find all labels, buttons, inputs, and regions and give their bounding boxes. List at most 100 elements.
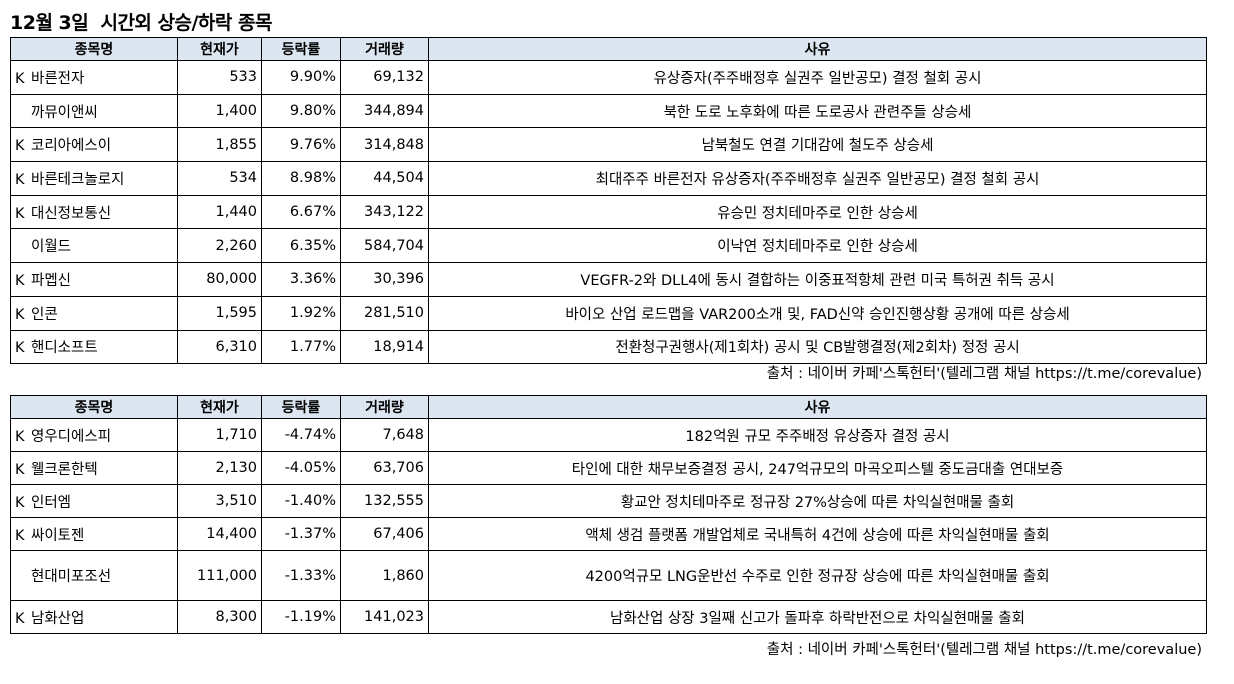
reason-cell: 남화산업 상장 3일째 신고가 돌파후 하락반전으로 차익실현매물 출회 (428, 600, 1207, 634)
stock-name: 남화산업 (31, 610, 85, 627)
header-price: 현재가 (177, 395, 262, 419)
market-mark: K (15, 428, 25, 445)
change-cell: -4.05% (261, 451, 341, 485)
header-reason: 사유 (428, 37, 1207, 61)
change-cell: 6.67% (261, 194, 341, 230)
price-cell: 1,400 (177, 93, 262, 129)
table-row: 까뮤이앤씨 1,400 9.80% 344,894 북한 도로 노후화에 따른 도로공사… (10, 93, 1207, 129)
stock-name-cell: K 인터엠 (10, 484, 178, 518)
market-mark: K (15, 494, 25, 511)
stock-name-cell: K 핸디소프트 (10, 329, 178, 365)
header-name: 종목명 (10, 395, 178, 419)
stock-name-cell: K 영우디에스피 (10, 418, 178, 452)
volume-cell: 1,860 (340, 550, 429, 601)
market-mark: K (15, 610, 25, 627)
table-row: K 웰크론한텍 2,130 -4.05% 63,706 타인에 대한 채무보증결정 공시,… (10, 451, 1207, 485)
change-cell: 9.80% (261, 93, 341, 129)
stock-name-cell: K 싸이토젠 (10, 517, 178, 551)
change-cell: -4.74% (261, 418, 341, 452)
change-cell: 1.77% (261, 329, 341, 365)
stock-name-cell: K 웰크론한텍 (10, 451, 178, 485)
price-cell: 1,855 (177, 127, 262, 163)
table-row: K 인터엠 3,510 -1.40% 132,555 황교안 정치테마주로 정규장 27%… (10, 484, 1207, 518)
price-cell: 6,310 (177, 329, 262, 365)
market-mark: K (15, 340, 25, 357)
stock-name: 인콘 (31, 306, 58, 323)
price-cell: 533 (177, 60, 262, 95)
stock-name: 코리아에스이 (31, 138, 112, 155)
table-row: K 인콘 1,595 1.92% 281,510 바이오 산업 로드맵을 VAR200소개… (10, 295, 1207, 331)
volume-cell: 30,396 (340, 262, 429, 297)
stock-name: 인터엠 (31, 494, 72, 511)
volume-cell: 44,504 (340, 161, 429, 196)
change-cell: 9.76% (261, 127, 341, 163)
volume-cell: 132,555 (340, 484, 429, 518)
reason-cell: 북한 도로 노후화에 따른 도로공사 관련주들 상승세 (428, 93, 1207, 129)
stock-name-cell: K 바른테크놀로지 (10, 161, 178, 196)
price-cell: 1,710 (177, 418, 262, 452)
reason-cell: 182억원 규모 주주배정 유상증자 결정 공시 (428, 418, 1207, 452)
table-row: K 바른전자 533 9.90% 69,132 유상증자(주주배정후 실권주 일반공모) … (10, 60, 1207, 95)
table-row: K 파멥신 80,000 3.36% 30,396 VEGFR-2와 DLL4에 동시 결… (10, 262, 1207, 297)
volume-cell: 69,132 (340, 60, 429, 95)
market-mark: K (15, 205, 25, 222)
stock-name: 싸이토젠 (31, 527, 85, 544)
header-name: 종목명 (10, 37, 178, 61)
change-cell: 3.36% (261, 262, 341, 297)
market-mark: K (15, 272, 25, 289)
price-cell: 2,130 (177, 451, 262, 485)
market-mark: K (15, 138, 25, 155)
table-row: K 핸디소프트 6,310 1.77% 18,914 전환청구권행사(제1회차) 공시 및… (10, 329, 1207, 365)
table-row: 이월드 2,260 6.35% 584,704 이낙연 정치테마주로 인한 상승세 (10, 228, 1207, 264)
stock-name: 현대미포조선 (31, 569, 112, 585)
reason-cell: 최대주주 바른전자 유상증자(주주배정후 실권주 일반공모) 결정 철회 공시 (428, 161, 1207, 196)
market-mark: K (15, 306, 25, 323)
stock-name: 웰크론한텍 (31, 461, 98, 478)
volume-cell: 281,510 (340, 295, 429, 331)
header-volume: 거래량 (340, 395, 429, 419)
volume-cell: 343,122 (340, 194, 429, 230)
stock-name-cell: K 대신정보통신 (10, 194, 178, 230)
stock-name: 대신정보통신 (31, 205, 112, 222)
price-cell: 1,595 (177, 295, 262, 331)
change-cell: 1.92% (261, 295, 341, 331)
reason-cell: 유상증자(주주배정후 실권주 일반공모) 결정 철회 공시 (428, 60, 1207, 95)
table-row: K 영우디에스피 1,710 -4.74% 7,648 182억원 규모 주주배정 유상증… (10, 418, 1207, 452)
volume-cell: 344,894 (340, 93, 429, 129)
price-cell: 14,400 (177, 517, 262, 551)
reason-cell: 남북철도 연결 기대감에 철도주 상승세 (428, 127, 1207, 163)
market-mark: K (15, 70, 25, 87)
table-row: K 코리아에스이 1,855 9.76% 314,848 남북철도 연결 기대감에 철도주… (10, 127, 1207, 163)
change-cell: 6.35% (261, 228, 341, 264)
change-cell: -1.37% (261, 517, 341, 551)
rising-stocks-table: 종목명 현재가 등락률 거래량 사유 K 바른전자 533 9.90% 69,132 유상… (10, 37, 1207, 365)
reason-cell: 전환청구권행사(제1회차) 공시 및 CB발행결정(제2회차) 정정 공시 (428, 329, 1207, 365)
change-cell: -1.19% (261, 600, 341, 634)
price-cell: 1,440 (177, 194, 262, 230)
source-note: 출처 : 네이버 카페'스톡헌터'(텔레그램 채널 https://t.me/c… (766, 366, 1202, 382)
source-note: 출처 : 네이버 카페'스톡헌터'(텔레그램 채널 https://t.me/c… (766, 642, 1202, 658)
page-title: 12월 3일 시간외 상승/하락 종목 (10, 12, 272, 34)
change-cell: -1.40% (261, 484, 341, 518)
table-row: 현대미포조선 111,000 -1.33% 1,860 4200억규모 LNG운반선 수… (10, 550, 1207, 601)
volume-cell: 7,648 (340, 418, 429, 452)
reason-cell: 유승민 정치테마주로 인한 상승세 (428, 194, 1207, 230)
stock-name-cell: K 파멥신 (10, 262, 178, 297)
stock-name: 영우디에스피 (31, 428, 112, 445)
stock-name: 까뮤이앤씨 (31, 104, 98, 121)
stock-name: 바른테크놀로지 (31, 171, 125, 188)
stock-name-cell: K 인콘 (10, 295, 178, 331)
table-row: K 싸이토젠 14,400 -1.37% 67,406 액체 생검 플랫폼 개발업체로 국… (10, 517, 1207, 551)
table-row: K 대신정보통신 1,440 6.67% 343,122 유승민 정치테마주로 인한 상승… (10, 194, 1207, 230)
stock-name-cell: 까뮤이앤씨 (10, 93, 178, 129)
reason-cell: 황교안 정치테마주로 정규장 27%상승에 따른 차익실현매물 출회 (428, 484, 1207, 518)
stock-name: 핸디소프트 (31, 340, 98, 357)
reason-cell: 타인에 대한 채무보증결정 공시, 247억규모의 마곡오피스텔 중도금대출 연… (428, 451, 1207, 485)
reason-cell: 4200억규모 LNG운반선 수주로 인한 정규장 상승에 따른 차익실현매물 … (428, 550, 1207, 601)
reason-cell: 바이오 산업 로드맵을 VAR200소개 및, FAD신약 승인진행상황 공개에… (428, 295, 1207, 331)
price-cell: 8,300 (177, 600, 262, 634)
reason-cell: 이낙연 정치테마주로 인한 상승세 (428, 228, 1207, 264)
market-mark: K (15, 171, 25, 188)
volume-cell: 584,704 (340, 228, 429, 264)
price-cell: 111,000 (177, 550, 262, 601)
